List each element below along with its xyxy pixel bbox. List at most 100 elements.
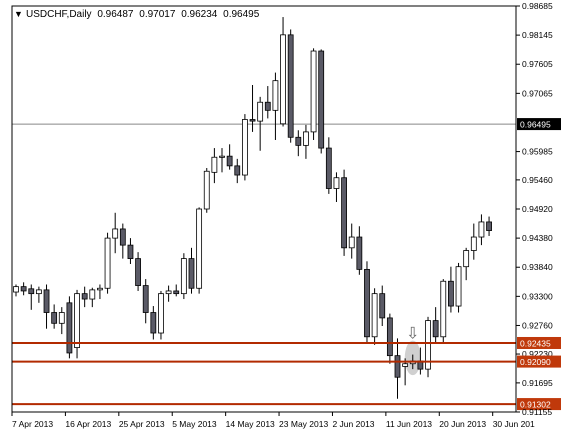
candle bbox=[112, 212, 119, 254]
x-tick-label: 2 Jun 2013 bbox=[332, 419, 374, 429]
candle-body bbox=[280, 34, 286, 125]
support-levels bbox=[12, 341, 516, 406]
candle-body bbox=[272, 80, 279, 111]
candle-body bbox=[455, 266, 462, 307]
level-label: 0.92090 bbox=[520, 357, 551, 367]
x-tick-label: 20 Jun 2013 bbox=[439, 419, 486, 429]
high-value: 0.97017 bbox=[139, 9, 176, 20]
level-label: 0.91302 bbox=[520, 400, 551, 410]
y-tick-label: 0.94920 bbox=[522, 204, 553, 214]
candle-body bbox=[127, 244, 134, 260]
candle bbox=[28, 284, 35, 310]
candle bbox=[325, 137, 332, 194]
level-label: 0.92435 bbox=[520, 338, 551, 348]
candle-body bbox=[425, 320, 431, 370]
candle bbox=[35, 286, 42, 303]
candle-body bbox=[58, 312, 65, 324]
candle bbox=[142, 279, 149, 324]
candle-body bbox=[257, 101, 264, 122]
candle-body bbox=[81, 293, 88, 300]
candle-body bbox=[119, 228, 126, 246]
chart-menu-icon[interactable]: ▼ bbox=[14, 9, 23, 19]
level-label-bg bbox=[517, 336, 561, 349]
candle bbox=[180, 253, 187, 300]
candle bbox=[379, 285, 386, 327]
candle bbox=[287, 29, 294, 143]
candle-body bbox=[226, 155, 233, 167]
candle-body bbox=[74, 293, 80, 348]
candle bbox=[173, 284, 180, 297]
candle-body bbox=[303, 131, 309, 146]
candle-body bbox=[333, 177, 340, 189]
candle-body bbox=[28, 288, 35, 295]
y-tick-label: 0.91695 bbox=[522, 378, 553, 388]
candle-body bbox=[165, 290, 172, 295]
candle-body bbox=[51, 312, 58, 324]
candle bbox=[478, 214, 485, 246]
candle-body bbox=[234, 165, 241, 176]
candle bbox=[51, 304, 58, 329]
candle bbox=[165, 285, 172, 302]
candle bbox=[97, 284, 103, 300]
candle-body bbox=[341, 177, 347, 249]
symbol-label: USDCHF,Daily bbox=[26, 9, 92, 20]
candle bbox=[356, 226, 363, 275]
y-tick-label: 0.93840 bbox=[522, 262, 553, 272]
y-tick-label: 0.92230 bbox=[522, 349, 553, 359]
down-arrow-icon: ⇩ bbox=[406, 326, 419, 343]
candle-body bbox=[264, 101, 271, 111]
close-value: 0.96495 bbox=[223, 9, 260, 20]
y-tick-label: 0.94380 bbox=[522, 233, 553, 243]
candle-body bbox=[402, 363, 409, 367]
candle-body bbox=[158, 293, 164, 334]
candle bbox=[280, 17, 286, 127]
candle bbox=[310, 48, 317, 140]
y-tick-label: 0.98685 bbox=[522, 1, 553, 11]
x-tick-label: 11 Jun 2013 bbox=[386, 419, 432, 429]
candle-body bbox=[287, 34, 294, 138]
candle-body bbox=[150, 312, 157, 334]
x-tick-label: 14 May 2013 bbox=[226, 419, 275, 429]
candle bbox=[272, 72, 279, 140]
open-value: 0.96487 bbox=[97, 9, 134, 20]
candle bbox=[20, 282, 27, 296]
candle bbox=[89, 287, 96, 308]
candle bbox=[333, 172, 340, 202]
x-tick-label: 7 Apr 2013 bbox=[12, 419, 53, 429]
candle-body bbox=[104, 237, 111, 289]
candle-body bbox=[97, 287, 103, 291]
candle-body bbox=[310, 50, 317, 133]
candle-body bbox=[325, 147, 332, 189]
candle-body bbox=[470, 236, 477, 251]
candle bbox=[402, 358, 409, 386]
candle-body bbox=[364, 268, 370, 338]
candle bbox=[226, 144, 233, 170]
candle-body bbox=[211, 156, 218, 173]
y-tick-label: 0.91155 bbox=[522, 407, 552, 417]
candle-body bbox=[135, 258, 141, 286]
candle-body bbox=[43, 289, 50, 313]
candle-body bbox=[196, 208, 203, 289]
candle-body bbox=[448, 280, 454, 307]
candle bbox=[188, 247, 195, 294]
candle bbox=[303, 124, 309, 159]
candle-body bbox=[486, 221, 492, 231]
candle bbox=[425, 316, 431, 378]
candle bbox=[264, 86, 271, 119]
candle bbox=[234, 158, 241, 184]
candle bbox=[150, 306, 157, 340]
candle-body bbox=[249, 119, 256, 122]
candle bbox=[43, 284, 50, 329]
candle bbox=[58, 307, 65, 335]
candle bbox=[455, 262, 462, 313]
candle-body bbox=[379, 293, 386, 319]
candle-body bbox=[356, 236, 363, 270]
y-tick-label: 0.95460 bbox=[522, 175, 553, 185]
plot-frame bbox=[11, 5, 517, 413]
current-price-label-bg bbox=[517, 118, 561, 131]
candle-body bbox=[241, 119, 248, 176]
candle-body bbox=[371, 293, 378, 338]
candle-body bbox=[386, 317, 393, 357]
candle-body bbox=[142, 285, 149, 313]
